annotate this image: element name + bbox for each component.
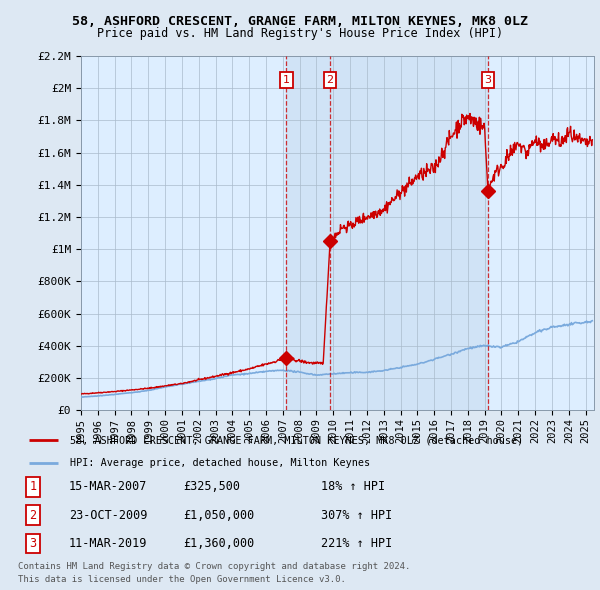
Text: 3: 3 [29,537,37,550]
Text: 58, ASHFORD CRESCENT, GRANGE FARM, MILTON KEYNES, MK8 0LZ: 58, ASHFORD CRESCENT, GRANGE FARM, MILTO… [72,15,528,28]
Text: 2: 2 [29,509,37,522]
Text: Contains HM Land Registry data © Crown copyright and database right 2024.: Contains HM Land Registry data © Crown c… [18,562,410,571]
Text: 3: 3 [484,75,491,85]
Text: 58, ASHFORD CRESCENT, GRANGE FARM, MILTON KEYNES, MK8 0LZ (detached house): 58, ASHFORD CRESCENT, GRANGE FARM, MILTO… [70,435,523,445]
Text: 1: 1 [283,75,290,85]
Text: 1: 1 [29,480,37,493]
Text: 23-OCT-2009: 23-OCT-2009 [69,509,148,522]
Bar [286,56,330,410]
Text: 18% ↑ HPI: 18% ↑ HPI [321,480,385,493]
Text: This data is licensed under the Open Government Licence v3.0.: This data is licensed under the Open Gov… [18,575,346,584]
Text: £1,050,000: £1,050,000 [183,509,254,522]
Text: 307% ↑ HPI: 307% ↑ HPI [321,509,392,522]
Text: 221% ↑ HPI: 221% ↑ HPI [321,537,392,550]
Text: 2: 2 [326,75,334,85]
Text: Price paid vs. HM Land Registry's House Price Index (HPI): Price paid vs. HM Land Registry's House … [97,27,503,40]
Text: HPI: Average price, detached house, Milton Keynes: HPI: Average price, detached house, Milt… [70,458,370,468]
Text: £1,360,000: £1,360,000 [183,537,254,550]
Bar [330,56,488,410]
Text: 15-MAR-2007: 15-MAR-2007 [69,480,148,493]
Text: £325,500: £325,500 [183,480,240,493]
Text: 11-MAR-2019: 11-MAR-2019 [69,537,148,550]
